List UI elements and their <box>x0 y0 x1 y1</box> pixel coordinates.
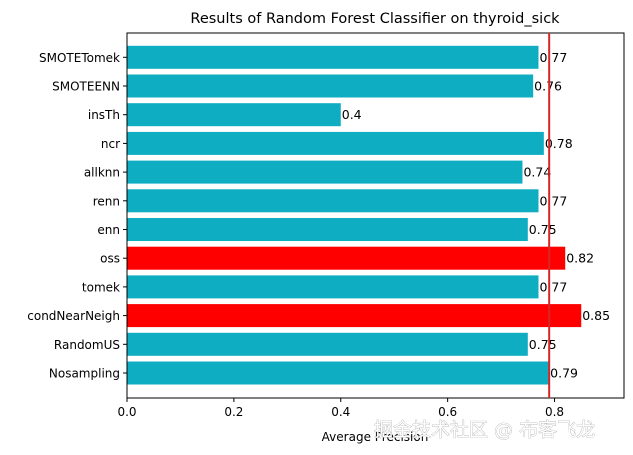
x-tick-label: 0.0 <box>117 405 136 419</box>
bar-value-label: 0.75 <box>529 222 557 237</box>
bar-value-label: 0.76 <box>534 79 562 94</box>
x-tick-label: 0.6 <box>438 405 457 419</box>
bars-layer: 0.79 0.75 0.85 0.77 0.82 0.75 0.77 0.74 0.78 0.4 0… <box>127 45 610 385</box>
bar-ncr <box>127 131 544 155</box>
x-tick-label: 0.4 <box>331 405 350 419</box>
bar-Nosampling <box>127 361 550 385</box>
bar-value-label: 0.77 <box>539 279 567 294</box>
bar-value-label: 0.74 <box>523 165 551 180</box>
bar-allknn <box>127 160 523 184</box>
x-tick-label: 0.2 <box>224 405 243 419</box>
x-tick-labels: 0.0 0.2 0.4 0.6 0.8 <box>117 398 564 419</box>
bar-value-label: 0.4 <box>342 107 362 122</box>
bar-SMOTEENN <box>127 74 534 98</box>
y-tick-label: insTh <box>88 108 120 122</box>
bar-insTh <box>127 103 341 127</box>
bar-value-label: 0.78 <box>545 136 573 151</box>
bar-enn <box>127 218 528 241</box>
bar-SMOTETomek <box>127 45 539 69</box>
bar-value-label: 0.85 <box>582 308 610 323</box>
y-tick-label: oss <box>100 252 120 266</box>
y-tick-label: renn <box>93 194 120 208</box>
y-tick-label: RandomUS <box>54 338 120 352</box>
bar-value-label: 0.82 <box>566 251 594 266</box>
y-tick-label: Nosampling <box>49 367 120 381</box>
bar-value-label: 0.75 <box>529 337 557 352</box>
bar-value-label: 0.77 <box>539 50 567 65</box>
y-tick-label: ncr <box>101 137 120 151</box>
bar-oss <box>127 246 566 270</box>
plot-frame <box>126 32 625 399</box>
x-tick-label: 0.8 <box>545 405 564 419</box>
y-tick-labels: Nosampling RandomUS condNearNeigh tomek oss e… <box>27 51 127 381</box>
bar-renn <box>127 189 539 213</box>
y-tick-label: tomek <box>82 280 120 294</box>
y-tick-label: SMOTEENN <box>52 80 120 94</box>
y-tick-label: condNearNeigh <box>27 309 120 323</box>
chart-title: Results of Random Forest Classifier on t… <box>190 11 560 27</box>
bar-RandomUS <box>127 332 528 356</box>
y-tick-label: enn <box>97 223 120 237</box>
y-tick-label: allknn <box>84 166 120 180</box>
watermark-text: 掘金技术社区 @ 布客飞龙 <box>374 419 595 441</box>
x-axis-label: Average Precision <box>322 430 429 444</box>
bar-tomek <box>127 275 539 299</box>
bar-value-label: 0.77 <box>539 193 567 208</box>
bar-value-label: 0.79 <box>550 366 578 381</box>
y-tick-label: SMOTETomek <box>39 51 120 65</box>
bar-condNearNeigh <box>127 304 582 328</box>
